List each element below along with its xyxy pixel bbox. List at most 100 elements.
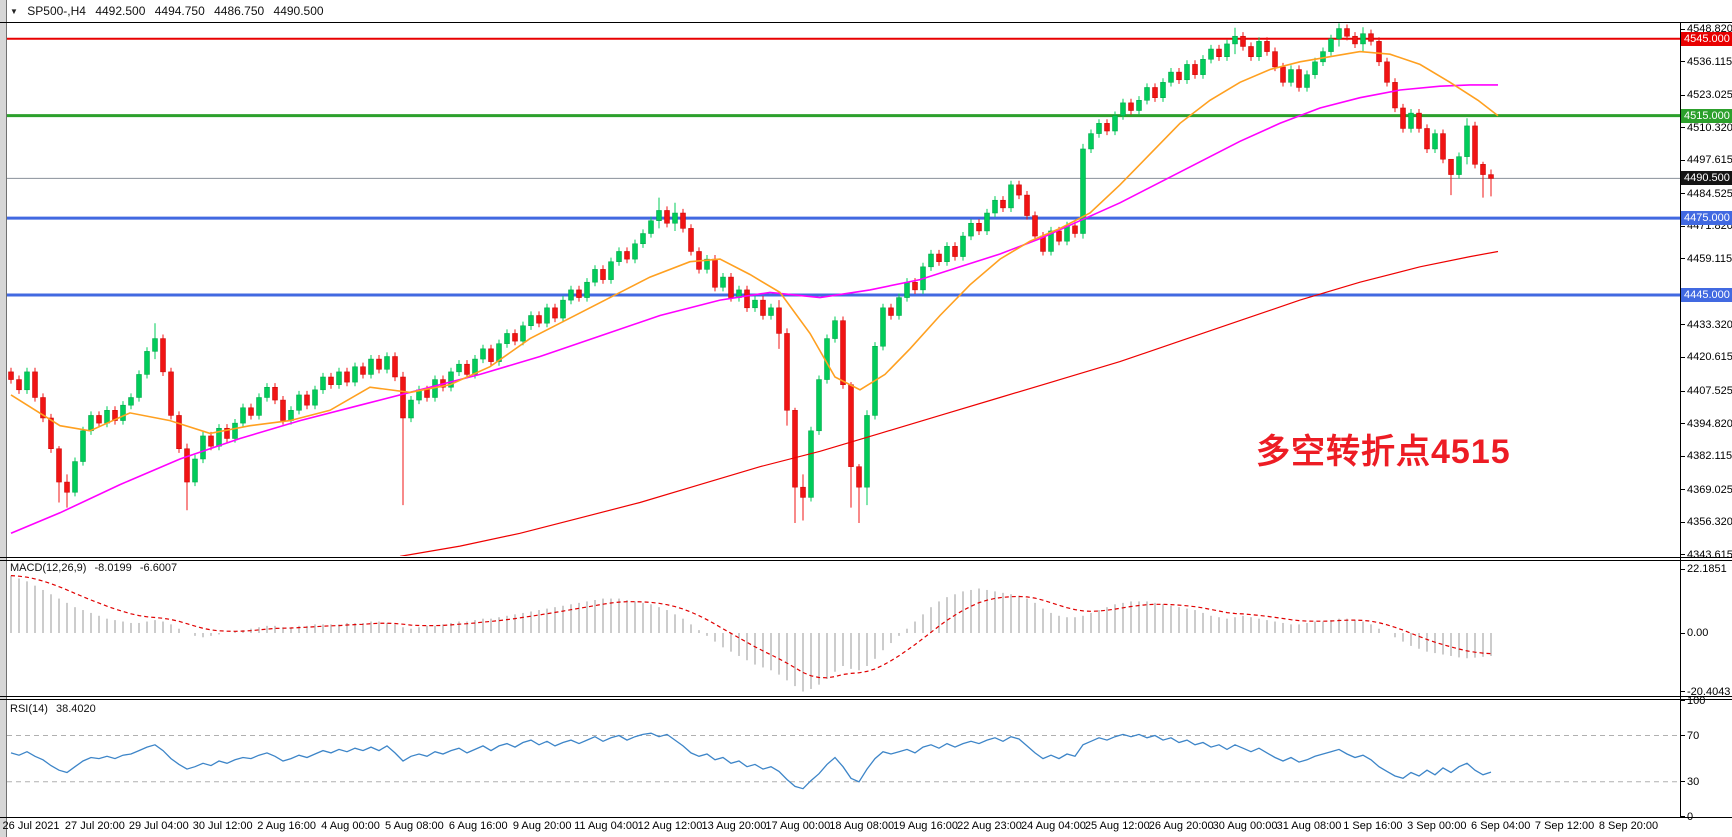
price-tick-label: 4536.115 (1687, 55, 1732, 68)
symbol-timeframe: SP500-,H4 (27, 4, 86, 18)
date-label: 8 Sep 20:00 (1598, 820, 1659, 832)
date-label: 29 Jul 04:00 (128, 820, 189, 832)
price-tick-label: 4459.115 (1687, 252, 1732, 265)
date-label: 26 Aug 20:00 (1148, 820, 1214, 832)
ohlc-close: 4490.500 (273, 4, 324, 18)
macd-tick-label: -20.4043 (1687, 685, 1731, 698)
date-label: 6 Sep 04:00 (1471, 820, 1531, 832)
axis-tick (1680, 225, 1685, 227)
panel-divider-main-bottom[interactable] (0, 557, 1732, 558)
date-label: 31 Aug 08:00 (1276, 820, 1342, 832)
axis-tick (1680, 127, 1685, 129)
candlesticks (8, 23, 1494, 524)
axis-tick (1680, 554, 1685, 556)
price-level-badge: 4490.500 (1681, 171, 1732, 186)
axis-tick (1680, 324, 1685, 326)
date-label: 26 Jul 2021 (2, 820, 60, 832)
rsi-value: 38.4020 (55, 703, 96, 715)
axis-tick (1680, 390, 1685, 392)
price-tick-label: 4356.320 (1687, 516, 1732, 529)
date-label: 3 Sep 00:00 (1407, 820, 1467, 832)
axis-tick (1680, 258, 1685, 260)
moving-average-lines (10, 50, 1499, 556)
horizontal-level-lines (7, 37, 1680, 297)
annotation-text: 多空转折点4515 (1256, 433, 1511, 471)
price-tick-label: 4420.615 (1687, 351, 1732, 364)
axis-tick (1680, 94, 1685, 96)
chevron-down-icon[interactable]: ▼ (10, 7, 18, 16)
date-label: 2 Aug 16:00 (257, 820, 316, 832)
rsi-tick-label: 30 (1687, 775, 1700, 788)
panel-divider-macd-bottom[interactable] (0, 696, 1732, 697)
macd-signal-value: -6.6007 (139, 562, 178, 574)
macd-tick-label: 0.00 (1687, 627, 1709, 639)
axis-tick (1680, 28, 1685, 30)
date-label: 22 Aug 23:00 (957, 820, 1022, 832)
date-label: 30 Aug 00:00 (1212, 820, 1278, 832)
price-tick-label: 4523.025 (1687, 89, 1732, 102)
axis-tick (1680, 521, 1685, 523)
rsi-label: RSI(14) 38.4020 (10, 703, 101, 715)
date-label: 24 Aug 04:00 (1020, 820, 1086, 832)
axis-tick (1680, 489, 1685, 491)
price-axis-border (1680, 22, 1681, 817)
axis-tick (1680, 691, 1685, 693)
axis-tick (1680, 423, 1685, 425)
macd-label: MACD(12,26,9) -8.0199 -6.6007 (10, 562, 182, 574)
axis-tick (1680, 193, 1685, 195)
rsi-tick-label: 100 (1687, 694, 1706, 707)
rsi-plot (7, 732, 1680, 790)
date-label: 4 Aug 00:00 (321, 820, 380, 832)
price-tick-label: 4343.615 (1687, 548, 1732, 561)
date-label: 13 Aug 20:00 (701, 820, 767, 832)
date-label: 7 Sep 12:00 (1534, 820, 1595, 832)
chart-top-border (0, 22, 1732, 23)
axis-tick (1680, 735, 1685, 736)
axis-tick (1680, 816, 1685, 817)
date-label: 5 Aug 08:00 (385, 820, 444, 832)
ohlc-low: 4486.750 (214, 4, 265, 18)
chart-title: ▼ SP500-,H4 4492.500 4494.750 4486.750 4… (10, 4, 330, 18)
price-tick-label: 4382.115 (1687, 450, 1732, 463)
date-label: 9 Aug 20:00 (512, 820, 572, 832)
date-label: 30 Jul 12:00 (192, 820, 253, 832)
rsi-tick-label: 70 (1687, 729, 1700, 742)
axis-tick (1680, 356, 1685, 358)
date-label: 11 Aug 04:00 (574, 820, 639, 832)
ohlc-open: 4492.500 (95, 4, 146, 18)
date-label: 1 Sep 16:00 (1343, 820, 1403, 832)
axis-tick (1680, 781, 1685, 783)
macd-tick-label: 22.1851 (1687, 563, 1727, 576)
date-label: 18 Aug 08:00 (829, 820, 895, 832)
price-tick-label: 4369.025 (1687, 483, 1732, 496)
date-label: 27 Jul 20:00 (64, 820, 125, 832)
axis-tick (1680, 61, 1685, 63)
axis-tick (1680, 568, 1685, 570)
date-label: 25 Aug 12:00 (1084, 820, 1150, 832)
axis-tick (1680, 632, 1685, 634)
rsi-tick-label: 0 (1687, 810, 1694, 823)
price-level-badge: 4545.000 (1681, 31, 1732, 46)
window-left-border (0, 0, 7, 837)
rsi-name: RSI(14) (10, 703, 48, 715)
price-tick-label: 4484.525 (1687, 187, 1732, 200)
date-label: 6 Aug 16:00 (448, 820, 508, 832)
price-level-badge: 4445.000 (1681, 288, 1732, 302)
date-label: 17 Aug 00:00 (765, 820, 831, 832)
macd-plot (10, 575, 1492, 692)
price-tick-label: 4433.320 (1687, 318, 1732, 331)
date-label: 12 Aug 12:00 (637, 820, 703, 832)
price-tick-label: 4510.320 (1687, 121, 1732, 134)
price-tick-label: 4407.525 (1687, 385, 1732, 398)
panel-divider-rsi-top[interactable] (0, 699, 1732, 700)
price-level-badge: 4475.000 (1681, 211, 1732, 226)
time-axis-border (0, 817, 1732, 818)
panel-divider-macd-top[interactable] (0, 560, 1732, 561)
ohlc-high: 4494.750 (154, 4, 205, 18)
axis-tick (1680, 159, 1685, 161)
price-level-badge: 4515.000 (1681, 108, 1732, 123)
axis-tick (1680, 700, 1685, 702)
macd-name: MACD(12,26,9) (10, 562, 87, 574)
